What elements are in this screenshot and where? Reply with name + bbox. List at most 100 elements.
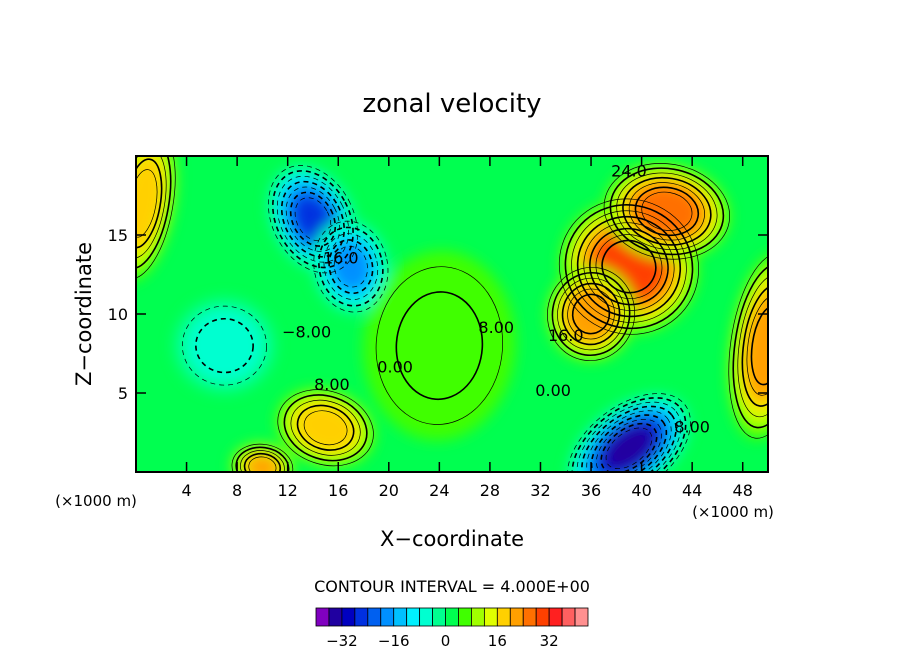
contour-line	[728, 252, 768, 439]
contour-line	[564, 204, 694, 330]
colorbar-swatch	[548, 607, 563, 627]
colorbar-swatch	[522, 607, 537, 627]
contour-line	[289, 191, 337, 247]
field-region	[173, 298, 276, 394]
y-axis: 5 10 15	[108, 226, 768, 403]
contour-line	[181, 305, 267, 386]
contour-line	[741, 284, 768, 407]
contour-label: 0.00	[535, 381, 571, 400]
contour-line	[576, 215, 682, 318]
contour-line	[303, 410, 348, 446]
colorbar-tick-label: −16	[378, 632, 410, 650]
x-tick-label: 12	[278, 481, 298, 500]
colorbar-swatch	[432, 607, 446, 627]
x-tick-label: 40	[631, 481, 651, 500]
contour-line	[268, 165, 358, 274]
contour-line	[240, 450, 285, 472]
x-unit-right: (×1000 m)	[692, 503, 774, 521]
contour-line	[567, 393, 691, 472]
x-axis-label: X−coordinate	[380, 527, 524, 551]
contour-line	[590, 414, 668, 472]
contour-line	[323, 233, 379, 300]
contour-lines	[136, 156, 768, 472]
contour-line	[616, 172, 718, 251]
contour-line	[283, 394, 368, 462]
y-tick-label: 10	[108, 305, 128, 324]
x-unit-left: (×1000 m)	[55, 492, 137, 510]
y-axis-label: Z−coordinate	[72, 242, 96, 386]
contour-label: 8.00	[314, 375, 350, 394]
contour-line	[589, 227, 669, 306]
contour-line	[603, 162, 731, 260]
contour-line	[375, 266, 503, 425]
contour-line	[571, 293, 611, 335]
x-tick-label: 4	[181, 481, 191, 500]
chart-title: zonal velocity	[362, 89, 541, 119]
contour-line	[628, 182, 705, 241]
colorbar-swatch	[471, 607, 485, 627]
contour-line	[248, 456, 277, 472]
contour-line	[136, 156, 167, 259]
contour-band	[336, 248, 366, 285]
contour-line	[296, 404, 355, 451]
contour-line	[294, 197, 332, 242]
x-tick-label: 44	[682, 481, 702, 500]
x-tick-label: 24	[429, 481, 449, 500]
colorbar	[315, 607, 589, 627]
contour-label: 8.00	[674, 418, 710, 437]
field-region	[312, 219, 390, 314]
contour-labels: 24.0 16.0 16.0 −8.00 8.00 0.00 8.00 0.00 8.00	[282, 162, 710, 437]
contour-line	[581, 405, 677, 472]
contour-line	[737, 274, 768, 418]
x-tick-label: 48	[733, 481, 753, 500]
colorbar-swatch	[509, 607, 524, 627]
contour-line	[243, 452, 282, 472]
colorbar-swatch	[419, 607, 433, 627]
colorbar-swatch	[354, 607, 369, 627]
colorbar-ticks: −32 −16 0 16 32	[326, 632, 559, 650]
x-tick-label: 20	[379, 481, 399, 500]
contour-line	[235, 446, 290, 472]
colorbar-swatch	[341, 607, 356, 627]
field-region	[363, 250, 516, 441]
contour-line	[136, 158, 163, 249]
contour-line	[195, 317, 254, 374]
contour-band	[297, 200, 329, 238]
contour-label: −8.00	[282, 323, 331, 342]
contour-line	[558, 198, 699, 335]
contour-line	[395, 291, 484, 401]
contour-line	[746, 295, 768, 396]
contour-line	[333, 245, 368, 288]
colorbar-swatch	[393, 607, 408, 627]
colorbar-tick-label: 32	[540, 632, 559, 650]
colorbar-swatch	[328, 607, 343, 627]
colorbar-swatch	[380, 607, 395, 627]
colorbar-tick-label: 0	[441, 632, 451, 650]
x-tick-label: 36	[581, 481, 601, 500]
colorbar-swatch	[406, 607, 421, 627]
contour-line	[547, 266, 636, 362]
contour-line	[136, 156, 172, 270]
contour-line	[318, 226, 384, 307]
contour-line	[277, 389, 374, 467]
contour-line	[634, 186, 700, 237]
contour-band	[401, 298, 478, 393]
contour-line	[750, 305, 768, 386]
y-tick-label: 15	[108, 226, 128, 245]
contour-band	[609, 430, 649, 466]
contour-line	[586, 410, 672, 472]
contour-line	[596, 418, 662, 472]
contour-line	[136, 156, 176, 280]
contour-line	[609, 167, 725, 256]
contour-label: 8.00	[478, 318, 514, 337]
contour-label: 24.0	[611, 162, 647, 181]
contour-line	[600, 422, 658, 472]
colorbar-swatch	[315, 607, 330, 627]
contour-line	[641, 191, 693, 231]
contour-line	[285, 186, 341, 252]
contour-line	[576, 401, 682, 472]
contour-line	[290, 399, 361, 456]
contour-line	[601, 239, 657, 294]
contour-line	[732, 262, 768, 429]
